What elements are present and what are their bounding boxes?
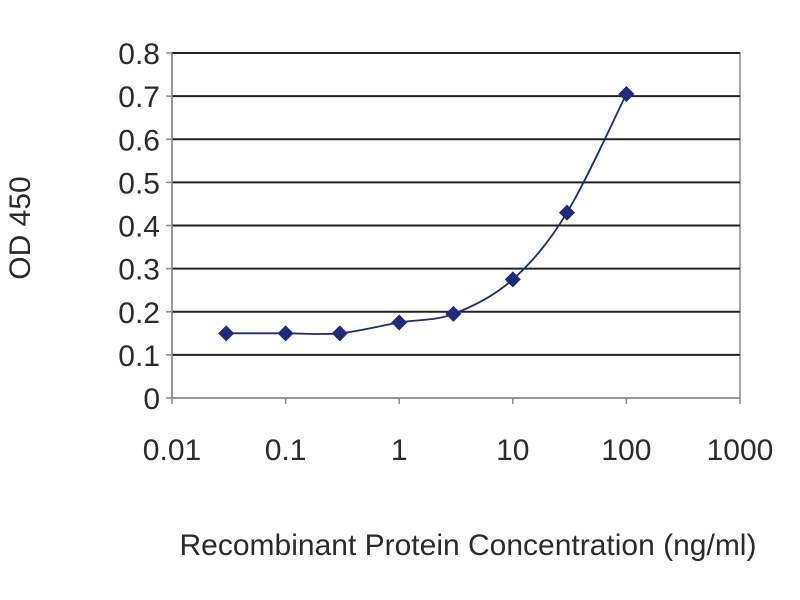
series-layer [218, 85, 635, 342]
y-tick-label: 0.4 [118, 211, 160, 244]
x-tick-label: 100 [601, 434, 651, 467]
y-tick-label: 0.1 [118, 340, 160, 373]
data-point-marker [559, 204, 576, 221]
x-tick-marks [171, 398, 741, 404]
y-tick-label: 0 [143, 383, 160, 416]
data-point-marker [331, 325, 348, 342]
x-tick-label: 0.01 [143, 434, 201, 467]
y-tick-label: 0.3 [118, 254, 160, 287]
y-tick-marks [166, 52, 172, 399]
plot-area [166, 52, 741, 404]
data-point-marker [445, 305, 462, 322]
y-tick-label: 0.2 [118, 297, 160, 330]
gridlines [172, 52, 740, 356]
y-tick-labels: 0 0.1 0.2 0.3 0.4 0.5 0.6 0.7 0.8 [118, 38, 160, 416]
x-axis-title: Recombinant Protein Concentration (ng/ml… [180, 529, 757, 562]
data-point-marker [618, 85, 635, 102]
y-tick-label: 0.6 [118, 124, 160, 157]
x-tick-labels: 0.01 0.1 1 10 100 1000 [143, 434, 774, 467]
y-axis-title: OD 450 [4, 176, 37, 279]
y-tick-label: 0.8 [118, 38, 160, 71]
data-point-marker [218, 325, 235, 342]
x-tick-label: 1 [391, 434, 408, 467]
x-tick-label: 1000 [707, 434, 774, 467]
x-tick-label: 0.1 [265, 434, 307, 467]
data-point-marker [391, 314, 408, 331]
data-point-marker [277, 325, 294, 342]
y-tick-label: 0.7 [118, 81, 160, 114]
x-tick-label: 10 [496, 434, 529, 467]
data-point-marker [504, 271, 521, 288]
y-tick-label: 0.5 [118, 167, 160, 200]
